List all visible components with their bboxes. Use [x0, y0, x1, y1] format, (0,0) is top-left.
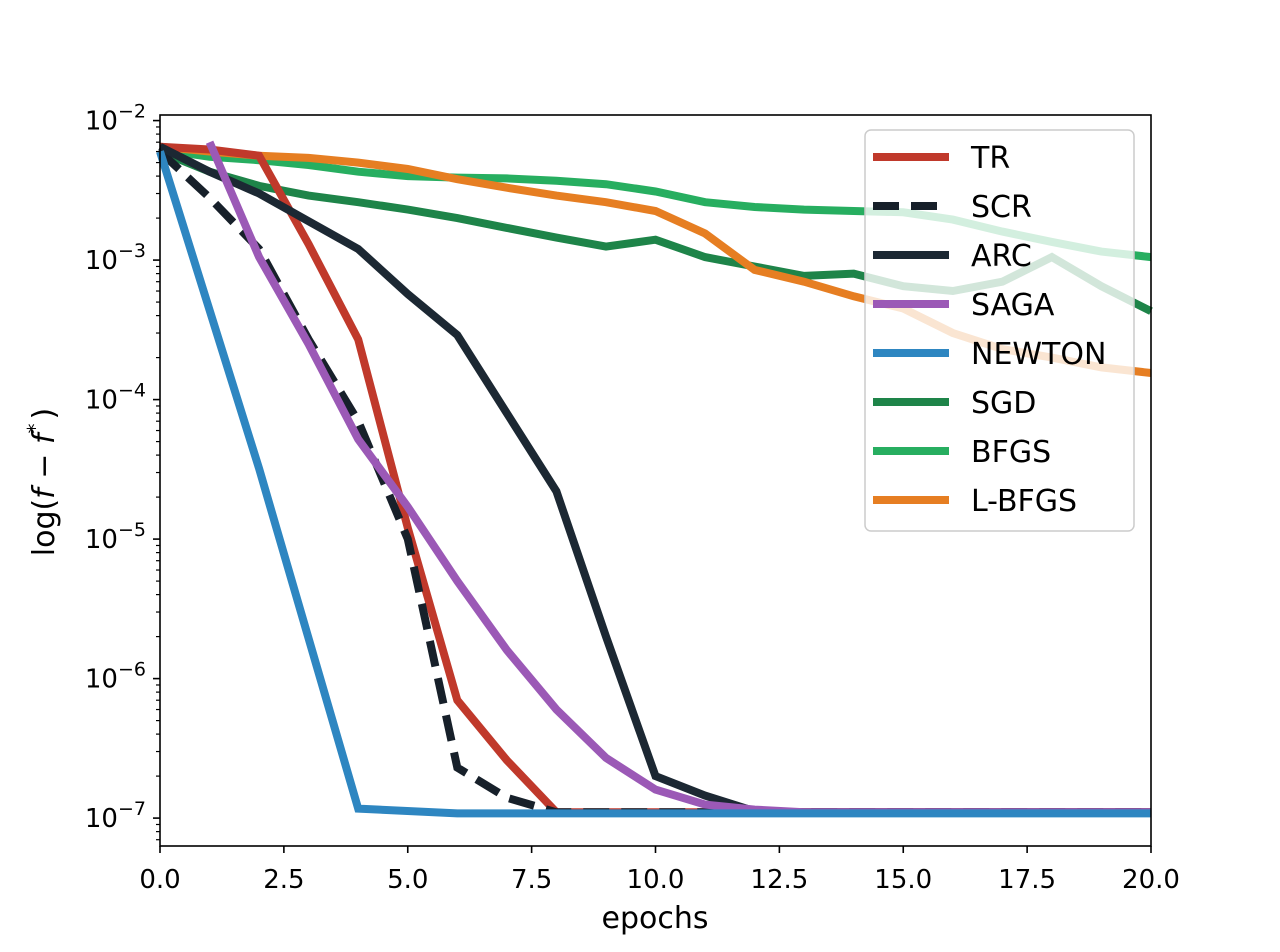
legend: TR SCR ARC SAGA NEWTON SGD BFGS L-BFGS: [864, 129, 1135, 532]
x-tick-label: 12.5: [750, 865, 808, 895]
x-axis-label: epochs: [602, 901, 709, 936]
y-tick-label: 10−6: [85, 659, 146, 695]
x-tick-label: 15.0: [874, 865, 932, 895]
y-tick-label: 10−7: [85, 798, 146, 834]
x-tick-label: 10.0: [627, 865, 685, 895]
legend-label-tr: TR: [970, 141, 1010, 176]
y-axis-label-minus: −: [27, 444, 62, 488]
y-axis: 10−2 10−3 10−4 10−5 10−6 10−7: [85, 101, 160, 841]
legend-label-saga: SAGA: [971, 288, 1055, 323]
x-tick-label: 17.5: [998, 865, 1056, 895]
x-tick-label: 2.5: [263, 865, 304, 895]
y-axis-label-star: *: [23, 423, 47, 433]
legend-label-l-bfgs: L-BFGS: [971, 484, 1077, 519]
x-axis: 0.0 2.5 5.0 7.5 10.0 12.5 15.0 17.5 20.0: [139, 846, 1180, 895]
y-tick-label: 10−3: [85, 240, 146, 276]
x-tick-label: 7.5: [511, 865, 552, 895]
y-tick-label: 10−2: [85, 101, 146, 137]
legend-label-arc: ARC: [971, 239, 1032, 274]
legend-label-sgd: SGD: [971, 386, 1036, 421]
x-tick-label: 5.0: [387, 865, 428, 895]
y-axis-label-prefix: log(: [27, 499, 62, 556]
x-tick-label: 20.0: [1122, 865, 1180, 895]
y-axis-label-suffix: ): [27, 408, 62, 420]
legend-label-newton: NEWTON: [971, 337, 1106, 372]
legend-box: [864, 129, 1135, 532]
series-line-newton: [156, 150, 1151, 818]
legend-label-scr: SCR: [971, 190, 1032, 225]
y-tick-label: 10−4: [85, 380, 146, 416]
x-tick-label: 0.0: [139, 865, 180, 895]
y-axis-label: log(f − f*): [23, 408, 62, 557]
series-layer: [156, 140, 1153, 818]
y-tick-label: 10−5: [85, 519, 146, 555]
legend-label-bfgs: BFGS: [971, 435, 1051, 470]
